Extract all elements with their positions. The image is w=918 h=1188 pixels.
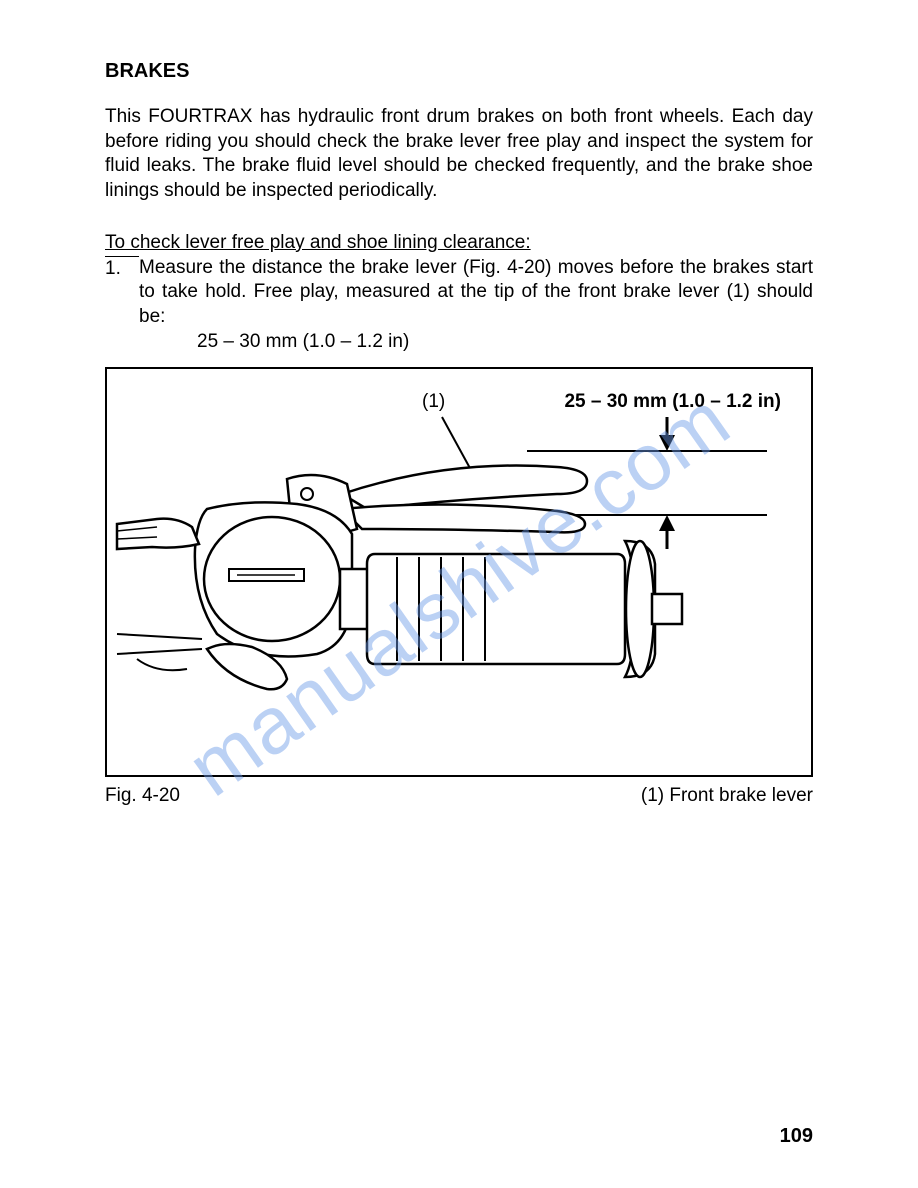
- figure-caption-left: Fig. 4-20: [105, 785, 180, 807]
- figure-4-20: (1) 25 – 30 mm (1.0 – 1.2 in): [105, 367, 813, 777]
- step-1: 1. Measure the distance the brake lever …: [105, 256, 813, 330]
- page-number: 109: [780, 1125, 813, 1148]
- step-spec: 25 – 30 mm (1.0 – 1.2 in): [197, 330, 813, 355]
- section-title: BRAKES: [105, 60, 813, 83]
- figure-caption-right: (1) Front brake lever: [641, 785, 813, 807]
- step-text: Measure the distance the brake lever (Fi…: [139, 256, 813, 330]
- figure-caption-row: Fig. 4-20 (1) Front brake lever: [105, 785, 813, 807]
- step-number: 1.: [105, 256, 139, 330]
- subsection-title: To check lever free play and shoe lining…: [105, 232, 813, 254]
- brake-lever-diagram: [107, 369, 811, 777]
- intro-paragraph: This FOURTRAX has hydraulic front drum b…: [105, 105, 813, 204]
